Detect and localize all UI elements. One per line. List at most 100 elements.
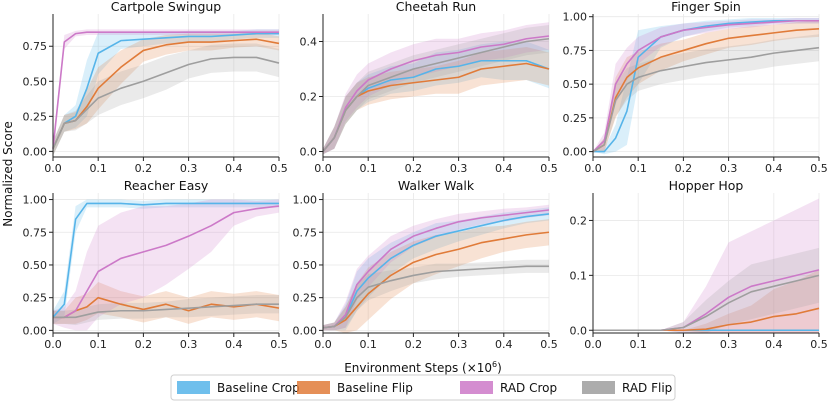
band-baseline-flip <box>53 32 279 156</box>
x-tick-label: 0.4 <box>495 338 513 351</box>
band-baseline-crop <box>53 29 279 156</box>
x-tick-label: 0.0 <box>584 162 602 175</box>
y-tick-label: 0.0 <box>570 324 588 337</box>
line-rad-crop <box>322 209 550 329</box>
band-rad-flip <box>323 25 549 155</box>
y-tick-label: 0.75 <box>563 44 588 57</box>
band-rad-flip <box>593 247 819 333</box>
y-tick-label: 0.25 <box>293 292 318 305</box>
legend-entry-baseline-crop: Baseline Crop <box>177 381 300 395</box>
x-tick-label: 0.2 <box>405 162 423 175</box>
legend-label: Baseline Flip <box>337 381 413 395</box>
y-tick-label: 0.75 <box>23 40 48 53</box>
band-rad-flip <box>593 34 819 152</box>
subplot-title: Hopper Hop <box>669 178 744 193</box>
x-tick-label: 0.4 <box>765 338 783 351</box>
x-tick-label: 0.2 <box>675 338 693 351</box>
x-tick-label: 0.3 <box>450 162 468 175</box>
x-tick-label: 0.0 <box>314 162 332 175</box>
band-baseline-flip <box>53 281 279 324</box>
line-rad-flip <box>592 46 820 153</box>
y-tick-label: 0.25 <box>563 112 588 125</box>
y-tick-label: 0.25 <box>23 292 48 305</box>
x-tick-label: 0.2 <box>135 338 153 351</box>
line-rad-flip <box>322 37 550 153</box>
band-baseline-crop <box>53 199 279 324</box>
x-tick-label: 0.0 <box>44 162 62 175</box>
band-baseline-flip <box>593 20 819 152</box>
y-axis-label: Normalized Score <box>1 121 15 226</box>
x-tick-label: 0.1 <box>359 162 377 175</box>
x-tick-label: 0.3 <box>720 162 738 175</box>
subplot-cheetah-run: 0.0 0.1 0.2 0.3 0.4 0.5 0.0 0.2 0.4 Cheetah Run <box>300 0 558 175</box>
legend-entry-baseline-flip: Baseline Flip <box>297 381 413 395</box>
x-tick-label: 0.5 <box>270 338 288 351</box>
subplot-reacher-easy: 0.0 0.1 0.2 0.3 0.4 0.5 0.00 0.25 0.50 0.75 1.00 Re… <box>23 178 288 351</box>
y-tick-label: 0.00 <box>563 146 588 159</box>
x-tick-label: 0.2 <box>675 162 693 175</box>
legend-swatch <box>177 381 210 394</box>
y-tick-label: 0.0 <box>300 146 318 159</box>
x-tick-label: 0.5 <box>540 338 558 351</box>
legend-swatch <box>297 381 330 394</box>
legend-label: RAD Crop <box>500 381 557 395</box>
band-rad-flip <box>53 43 279 156</box>
y-tick-label: 0.50 <box>563 78 588 91</box>
y-tick-label: 0.75 <box>293 226 318 239</box>
line-rad-crop <box>53 205 280 319</box>
x-tick-label: 0.0 <box>584 338 602 351</box>
x-tick-label: 0.0 <box>314 338 332 351</box>
x-tick-label: 0.1 <box>629 338 647 351</box>
band-baseline-flip <box>323 47 549 155</box>
y-tick-label: 0.50 <box>293 259 318 272</box>
x-tick-label: 0.1 <box>89 338 107 351</box>
y-tick-label: 0.4 <box>300 36 318 49</box>
y-tick-label: 0.50 <box>23 75 48 88</box>
y-tick-label: 0.00 <box>293 324 318 337</box>
x-tick-label: 0.4 <box>765 162 783 175</box>
band-rad-crop <box>323 22 549 155</box>
subplot-hopper-hop: 0.0 0.1 0.2 0.3 0.4 0.5 0.0 0.1 0.2 Hopper Hop <box>570 178 828 351</box>
y-tick-label: 0.75 <box>23 226 48 239</box>
subplot-title: Cartpole Swingup <box>111 0 222 14</box>
band-rad-flip <box>323 259 549 331</box>
band-baseline-crop <box>323 41 549 155</box>
subplot-title: Finger Spin <box>671 0 741 14</box>
line-rad-flip <box>322 265 549 329</box>
x-tick-label: 0.3 <box>450 338 468 351</box>
x-tick-label: 0.4 <box>225 162 243 175</box>
x-axis-label-tail: ) <box>497 361 502 375</box>
x-tick-label: 0.5 <box>270 162 288 175</box>
line-rad-flip <box>52 56 280 149</box>
x-axis-label-exponent: 6 <box>492 360 497 369</box>
subplot-finger-spin: 0.0 0.1 0.2 0.3 0.4 0.5 0.00 0.25 0.50 0.75 1.00 Fi… <box>563 0 828 175</box>
y-tick-label: 0.00 <box>23 145 48 158</box>
x-tick-label: 0.4 <box>225 338 243 351</box>
y-tick-label: 0.1 <box>570 269 588 282</box>
x-tick-label: 0.5 <box>540 162 558 175</box>
x-axis-label: Environment Steps (×106) <box>344 360 502 375</box>
legend-label: RAD Flip <box>622 381 672 395</box>
y-tick-label: 0.2 <box>570 214 588 227</box>
y-tick-label: 0.2 <box>300 91 318 104</box>
x-axis-label-main: Environment Steps (×10 <box>344 361 492 375</box>
legend-swatch <box>582 381 615 394</box>
x-tick-label: 0.3 <box>180 162 198 175</box>
x-tick-label: 0.1 <box>359 338 377 351</box>
y-tick-label: 0.00 <box>23 324 48 337</box>
line-rad-flip <box>593 274 820 332</box>
subplot-title: Walker Walk <box>398 178 475 193</box>
band-rad-crop <box>53 199 279 331</box>
y-tick-label: 0.25 <box>23 110 48 123</box>
subplot-cartpole-swingup: 0.0 0.1 0.2 0.3 0.4 0.5 0.00 0.25 0.50 0.75 Cartpo… <box>23 0 288 175</box>
x-tick-label: 0.1 <box>89 162 107 175</box>
line-rad-crop <box>592 19 819 153</box>
x-tick-label: 0.5 <box>810 338 828 351</box>
band-baseline-flip <box>323 219 549 333</box>
line-baseline-crop <box>52 32 279 149</box>
x-tick-label: 0.4 <box>495 162 513 175</box>
x-tick-label: 0.2 <box>405 338 423 351</box>
line-rad-flip <box>53 303 279 319</box>
band-rad-crop <box>593 198 819 333</box>
